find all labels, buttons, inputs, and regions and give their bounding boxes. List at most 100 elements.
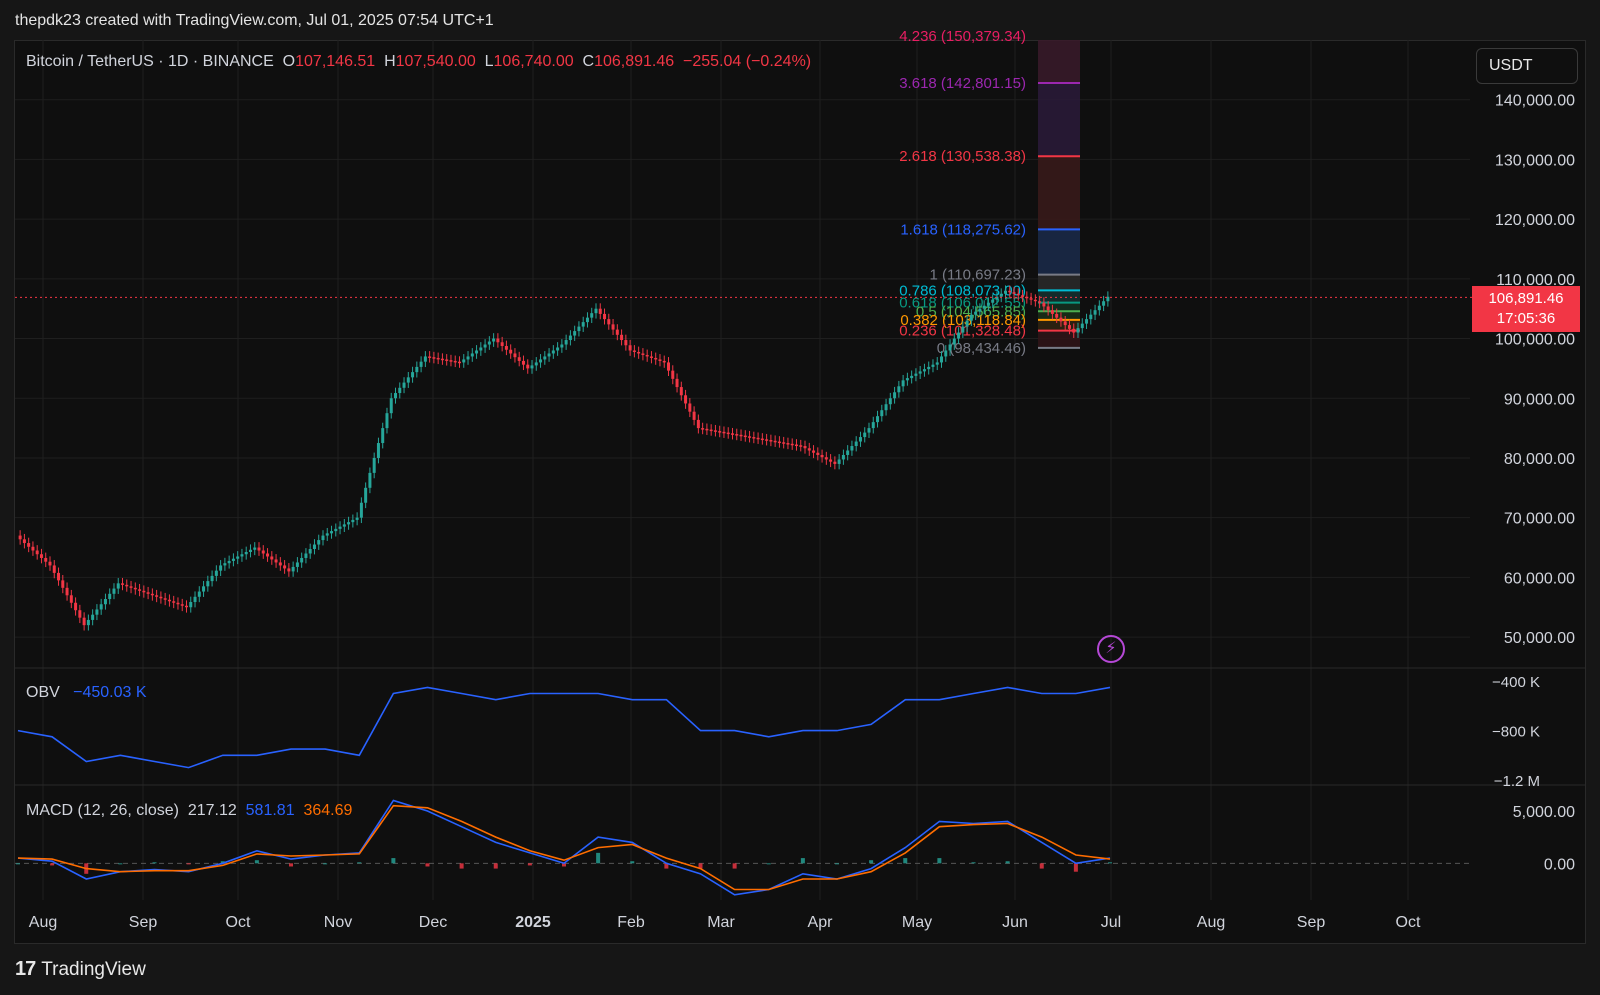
- macd-histogram-bar: [596, 852, 601, 864]
- macd-histogram-bar: [391, 858, 396, 864]
- candle-body: [453, 360, 457, 363]
- candle-body: [581, 322, 585, 327]
- candle-body: [730, 433, 734, 435]
- candle-body: [129, 586, 133, 588]
- change-value: −255.04 (−0.24%): [683, 53, 812, 70]
- currency-button[interactable]: USDT: [1476, 48, 1578, 84]
- symbol-name[interactable]: Bitcoin / TetherUS · 1D · BINANCE: [26, 53, 274, 70]
- candle-body: [880, 410, 884, 417]
- footer-brand[interactable]: 17 TradingView: [15, 958, 146, 981]
- candle-body: [69, 595, 73, 603]
- fib-zone: [1038, 319, 1080, 331]
- candle-body: [1038, 301, 1042, 303]
- fib-level-label: 1 (110,697.23): [930, 267, 1026, 284]
- macd-y-tick-label: 5,000.00: [1513, 804, 1575, 821]
- candle-body: [432, 357, 436, 359]
- candle-body: [1093, 310, 1097, 315]
- fib-level-label: 0 (98,434.46): [937, 340, 1026, 357]
- chart-frame: [14, 40, 1586, 944]
- macd-legend[interactable]: MACD (12, 26, close) 217.12 581.81 364.6…: [26, 802, 352, 820]
- price-y-tick-label: 90,000.00: [1504, 391, 1575, 408]
- candle-body: [905, 378, 909, 381]
- candle-body: [35, 550, 39, 555]
- candle-body: [824, 457, 828, 460]
- fib-zone: [1038, 156, 1080, 230]
- candle-body: [1097, 305, 1101, 311]
- candle-body: [180, 604, 184, 606]
- fib-level-label: 1.618 (118,275.62): [900, 221, 1026, 238]
- candle-body: [692, 411, 696, 420]
- candle-body: [986, 302, 990, 306]
- candle-body: [760, 438, 764, 441]
- candle-body: [539, 359, 543, 363]
- candle-body: [197, 591, 201, 597]
- macd-signal-value: 364.69: [303, 802, 353, 819]
- candle-body: [1050, 310, 1054, 314]
- candle-body: [65, 587, 69, 596]
- candle-body: [372, 457, 376, 473]
- open-label: O: [282, 53, 296, 70]
- candle-body: [274, 559, 278, 563]
- fib-zone: [1038, 82, 1080, 157]
- candle-body: [957, 332, 961, 339]
- candle-body: [722, 431, 726, 434]
- price-y-tick-label: 80,000.00: [1504, 451, 1575, 468]
- candle-body: [466, 356, 470, 360]
- fib-level-label: 0.786 (108,073.00): [899, 282, 1026, 299]
- fib-level-label: 0.618 (106,012.55): [899, 295, 1026, 312]
- candle-body: [649, 356, 653, 358]
- candle-body: [394, 393, 398, 399]
- price-y-tick-label: 130,000.00: [1495, 152, 1575, 169]
- candle-body: [841, 454, 845, 460]
- candle-body: [517, 357, 521, 361]
- macd-histogram-bar: [869, 860, 874, 864]
- candle-body: [854, 441, 858, 447]
- candle-body: [287, 568, 291, 572]
- candle-body: [103, 599, 107, 605]
- candle-body: [679, 387, 683, 396]
- candle-body: [248, 549, 252, 553]
- candle-body: [530, 365, 534, 369]
- candle-body: [423, 356, 427, 362]
- candle-body: [142, 590, 146, 593]
- candle-body: [381, 428, 385, 444]
- candle-body: [786, 443, 790, 445]
- candle-body: [709, 429, 713, 432]
- candle-body: [632, 350, 636, 352]
- candle-body: [564, 340, 568, 345]
- candle-body: [436, 357, 440, 360]
- candle-body: [376, 443, 380, 458]
- candle-body: [308, 549, 312, 554]
- credit-text: thepdk23 created with TradingView.com, J…: [15, 12, 494, 29]
- candle-body: [428, 356, 432, 358]
- candle-body: [547, 353, 551, 357]
- candle-body: [833, 461, 837, 464]
- obv-legend[interactable]: OBV −450.03 K: [26, 684, 147, 702]
- candle-body: [534, 362, 538, 366]
- candle-body: [133, 587, 137, 590]
- macd-histogram-bar: [698, 863, 703, 869]
- candle-body: [1008, 290, 1012, 293]
- candle-body: [888, 398, 892, 405]
- candle-body: [837, 459, 841, 464]
- candle-body: [999, 293, 1003, 297]
- candle-body: [1067, 325, 1071, 329]
- candle-body: [603, 313, 607, 320]
- candle-body: [556, 347, 560, 351]
- candle-body: [150, 593, 154, 596]
- macd-histogram-bar: [425, 863, 430, 867]
- candle-body: [184, 605, 188, 608]
- candle-body: [415, 366, 419, 373]
- candle-body: [278, 562, 282, 566]
- lightning-icon[interactable]: ⚡: [1097, 635, 1125, 663]
- candle-body: [594, 308, 598, 314]
- candle-body: [790, 443, 794, 446]
- candle-body: [176, 602, 180, 605]
- candle-body: [334, 528, 338, 532]
- candle-body: [283, 565, 287, 569]
- macd-histogram-bar: [732, 863, 737, 869]
- candle-body: [91, 614, 95, 620]
- candle-body: [257, 547, 261, 551]
- candle-body: [922, 369, 926, 372]
